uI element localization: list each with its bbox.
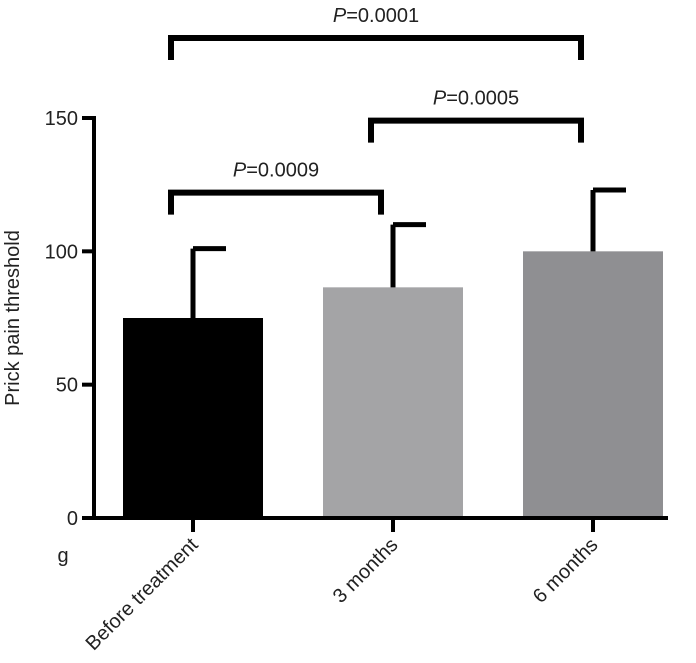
y-tick-label-3: 150 xyxy=(45,108,78,130)
p-value-label-0: P=0.0009 xyxy=(233,160,319,182)
p-number-1: =0.0005 xyxy=(446,88,519,110)
p-value-label-1: P=0.0005 xyxy=(433,88,519,110)
p-number-2: =0.0001 xyxy=(346,5,419,27)
significance-bracket-2 xyxy=(168,35,584,60)
y-axis-title: Prick pain threshold xyxy=(2,230,24,406)
bars-layer xyxy=(123,187,663,519)
x-tick-label-0: Before treatment xyxy=(82,534,203,655)
y-tick-label-2: 100 xyxy=(45,241,78,263)
y-axis-unit-label: g xyxy=(57,545,68,567)
y-tick-label-0: 0 xyxy=(67,508,78,530)
bar-2 xyxy=(523,251,663,519)
bar-1 xyxy=(323,287,463,518)
p-symbol-1: P xyxy=(433,88,447,110)
p-number-0: =0.0009 xyxy=(246,160,319,182)
p-symbol-2: P xyxy=(333,5,347,27)
x-tick-label-1: 3 months xyxy=(329,534,403,608)
bar-0 xyxy=(123,318,263,518)
p-symbol-0: P xyxy=(233,160,247,182)
significance-bracket-1 xyxy=(368,117,584,143)
y-tick-label-1: 50 xyxy=(56,375,78,397)
x-tick-label-2: 6 months xyxy=(529,534,603,608)
significance-bracket-0 xyxy=(168,189,384,215)
p-value-label-2: P=0.0001 xyxy=(333,5,419,27)
